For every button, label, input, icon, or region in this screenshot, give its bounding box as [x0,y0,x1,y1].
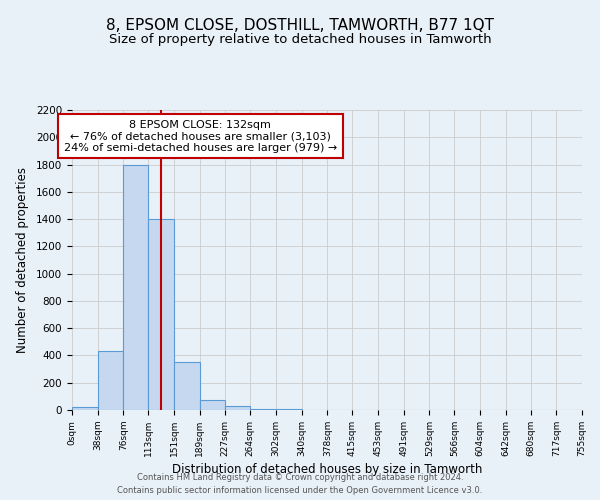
Y-axis label: Number of detached properties: Number of detached properties [16,167,29,353]
X-axis label: Distribution of detached houses by size in Tamworth: Distribution of detached houses by size … [172,463,482,476]
Bar [174,362,200,410]
Text: Contains public sector information licensed under the Open Government Licence v3: Contains public sector information licen… [118,486,482,495]
Bar [148,219,174,410]
Bar [250,408,276,410]
Bar [72,408,98,410]
Text: 8, EPSOM CLOSE, DOSTHILL, TAMWORTH, B77 1QT: 8, EPSOM CLOSE, DOSTHILL, TAMWORTH, B77 … [106,18,494,32]
Bar [200,400,226,410]
Text: Contains HM Land Registry data © Crown copyright and database right 2024.: Contains HM Land Registry data © Crown c… [137,474,463,482]
Text: Size of property relative to detached houses in Tamworth: Size of property relative to detached ho… [109,32,491,46]
Bar [226,406,250,410]
Bar [124,164,148,410]
Text: 8 EPSOM CLOSE: 132sqm
← 76% of detached houses are smaller (3,103)
24% of semi-d: 8 EPSOM CLOSE: 132sqm ← 76% of detached … [64,120,337,152]
Bar [98,352,124,410]
